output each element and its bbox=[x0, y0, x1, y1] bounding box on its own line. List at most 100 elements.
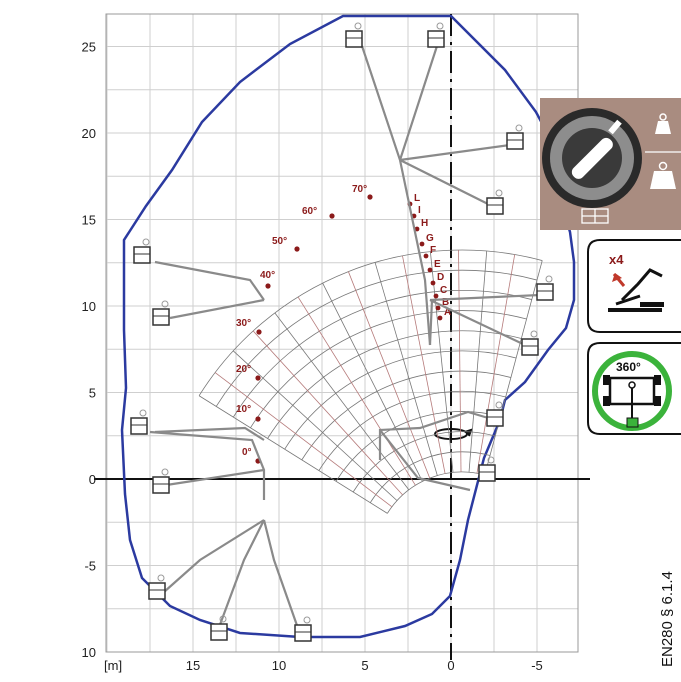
angle-dot bbox=[255, 416, 261, 422]
boom-line bbox=[378, 410, 496, 460]
y-tick-label: 0 bbox=[89, 472, 96, 487]
basket-icon bbox=[152, 468, 170, 494]
rotary-knob-icon[interactable] bbox=[542, 108, 642, 208]
rotation-label: 360° bbox=[616, 360, 641, 374]
boom-line bbox=[149, 430, 266, 500]
x-tick-label: 5 bbox=[361, 658, 368, 673]
fan-ray bbox=[198, 395, 388, 514]
boom-line bbox=[262, 519, 302, 635]
fan-arc bbox=[318, 390, 506, 471]
fan-arc bbox=[369, 451, 491, 503]
position-dot bbox=[430, 280, 436, 286]
fan-arc bbox=[232, 290, 532, 418]
fan-ray bbox=[348, 271, 431, 479]
fan-arc bbox=[284, 350, 517, 450]
angle-label: 0° bbox=[242, 447, 252, 458]
y-tick-label: 20 bbox=[82, 126, 96, 141]
fan-ray bbox=[374, 262, 438, 476]
rotation-sweep-icon bbox=[434, 428, 473, 440]
position-label: L bbox=[414, 193, 420, 204]
angle-label: 10° bbox=[236, 404, 251, 415]
fan-arc bbox=[352, 431, 496, 493]
basket-icon bbox=[486, 401, 504, 427]
y-tick-label: 25 bbox=[82, 40, 96, 55]
angle-label: 60° bbox=[302, 206, 317, 217]
y-tick-label: 10 bbox=[82, 645, 96, 660]
angle-dot bbox=[294, 246, 300, 252]
y-tick-label: 15 bbox=[82, 213, 96, 228]
y-tick-label: -5 bbox=[84, 559, 96, 574]
fan-ray bbox=[252, 330, 404, 496]
fan-ray bbox=[429, 251, 454, 473]
position-dot bbox=[427, 267, 433, 273]
angle-label: 30° bbox=[236, 318, 251, 329]
fan-ray bbox=[484, 260, 543, 476]
basket-icon bbox=[536, 275, 554, 301]
basket-icon bbox=[521, 330, 539, 356]
position-dot bbox=[435, 305, 441, 311]
fan-ray bbox=[476, 254, 516, 474]
angle-dot bbox=[265, 283, 271, 289]
position-label: I bbox=[418, 205, 421, 216]
grid bbox=[106, 14, 578, 652]
basket-icon bbox=[345, 22, 363, 48]
fan-ray bbox=[274, 312, 410, 491]
basket-icon bbox=[130, 409, 148, 435]
basket-icon bbox=[506, 124, 524, 150]
fan-ray bbox=[458, 250, 462, 473]
basket-icon bbox=[294, 616, 312, 642]
position-label: H bbox=[421, 218, 428, 229]
boom-line bbox=[154, 260, 265, 301]
x-tick-labels: 15 10 5 0 -5 bbox=[186, 658, 543, 673]
boom-line bbox=[429, 299, 526, 346]
x-tick-label: 0 bbox=[447, 658, 454, 673]
fan-ray bbox=[297, 296, 416, 486]
angle-label: 50° bbox=[272, 236, 287, 247]
boom-line bbox=[216, 519, 265, 631]
angle-label: 70° bbox=[352, 184, 367, 195]
position-dot bbox=[414, 226, 420, 232]
position-label: C bbox=[440, 285, 447, 296]
weight-light-icon bbox=[655, 113, 671, 134]
basket-sketches bbox=[130, 22, 554, 642]
boom-line bbox=[399, 143, 511, 162]
weight-heavy-icon bbox=[650, 161, 676, 189]
unit-label: [m] bbox=[104, 658, 122, 673]
boom-line bbox=[163, 519, 265, 593]
working-envelope bbox=[120, 14, 576, 639]
fan-arc bbox=[215, 269, 538, 407]
fan-ray bbox=[402, 255, 446, 474]
outrigger-count-label: x4 bbox=[609, 252, 624, 267]
position-dot bbox=[433, 293, 439, 299]
angle-dot bbox=[329, 213, 335, 219]
basket-icon bbox=[148, 574, 166, 600]
fan-ray bbox=[468, 250, 488, 473]
fan-ray bbox=[214, 372, 393, 508]
position-dot bbox=[423, 253, 429, 259]
position-dot bbox=[419, 241, 425, 247]
y-tick-label: 5 bbox=[89, 386, 96, 401]
boom-line bbox=[159, 468, 265, 488]
angle-dot bbox=[367, 194, 373, 200]
fan-ray bbox=[322, 282, 423, 482]
position-label: F bbox=[430, 245, 436, 256]
boom-line bbox=[428, 299, 434, 346]
angle-label: 40° bbox=[260, 270, 275, 281]
basket-icon bbox=[152, 300, 170, 326]
boom-line bbox=[169, 298, 265, 320]
x-tick-label: -5 bbox=[531, 658, 543, 673]
position-label: G bbox=[426, 233, 434, 244]
angle-dot bbox=[256, 329, 262, 335]
outriggers-panel: x4 bbox=[587, 239, 681, 333]
boom-line bbox=[398, 45, 439, 161]
rotation-icon bbox=[592, 351, 672, 431]
boom-line bbox=[379, 429, 471, 492]
basket-icon bbox=[427, 22, 445, 48]
boom-line bbox=[399, 159, 491, 206]
position-label: A bbox=[444, 307, 451, 318]
basket-icon bbox=[478, 456, 496, 482]
position-label: D bbox=[437, 272, 444, 283]
standard-reference: EN280 § 6.1.4 bbox=[659, 571, 676, 667]
